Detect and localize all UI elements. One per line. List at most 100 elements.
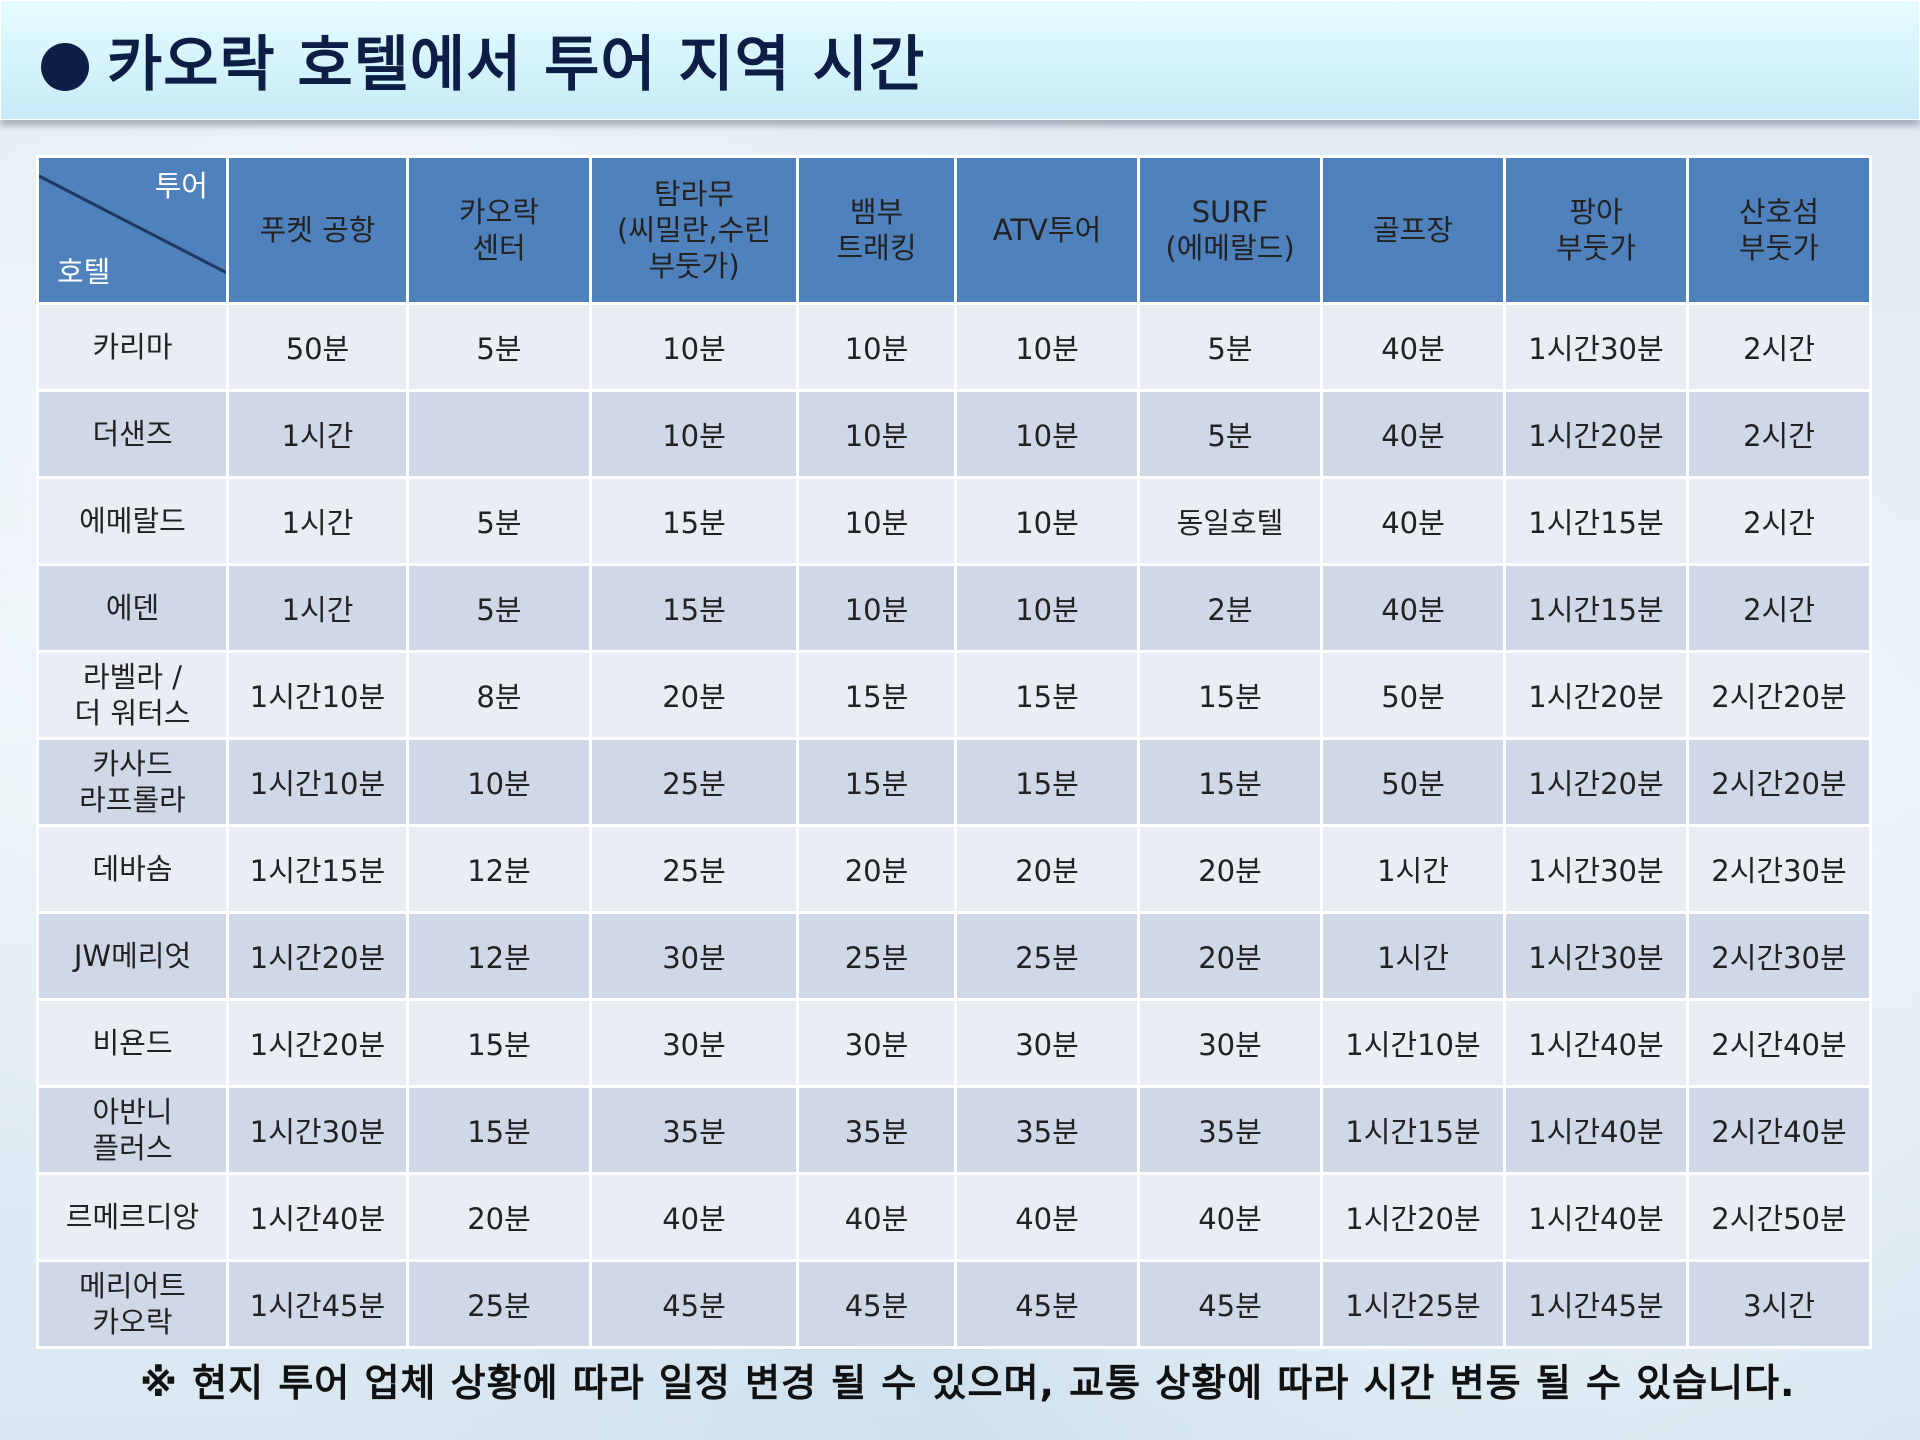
travel-time-cell: 10분 (954, 563, 1140, 653)
travel-time-cell: 1시간40분 (1503, 1085, 1689, 1175)
travel-time-cell: 2시간 (1686, 389, 1872, 479)
travel-time-cell: 10분 (954, 302, 1140, 392)
travel-time-cell: 10분 (796, 302, 957, 392)
travel-time-cell: 10분 (954, 476, 1140, 566)
travel-time-cell: 1시간 (1320, 911, 1506, 1001)
travel-time-table: 투어 호텔 푸켓 공항 카오락 센터 탐라무 (씨밀란,수린 부둣가) 뱀부 트래킹 A… (36, 155, 1872, 1349)
travel-time-cell: 2시간40분 (1686, 998, 1872, 1088)
travel-time-cell: 20분 (796, 824, 957, 914)
travel-time-cell: 45분 (954, 1259, 1140, 1349)
travel-time-cell: 50분 (226, 302, 409, 392)
travel-time-cell: 25분 (589, 737, 799, 827)
travel-time-cell: 2시간20분 (1686, 650, 1872, 740)
travel-time-cell: 15분 (954, 650, 1140, 740)
column-header: SURF (에메랄드) (1137, 155, 1323, 305)
hotel-name-cell: 카리마 (36, 302, 229, 392)
travel-time-cell: 1시간30분 (1503, 911, 1689, 1001)
travel-time-cell: 40분 (1320, 476, 1506, 566)
travel-time-cell: 5분 (1137, 389, 1323, 479)
travel-time-cell: 8분 (406, 650, 592, 740)
bullet-icon (41, 43, 89, 91)
table-body: 카리마 50분 5분 10분 10분 10분 5분 40분 1시간30분 2시간 더샌즈 1시간 10분… (36, 302, 1872, 1349)
hotel-name-cell: 에메랄드 (36, 476, 229, 566)
travel-time-cell: 5분 (406, 563, 592, 653)
travel-time-cell: 40분 (1137, 1172, 1323, 1262)
hotel-name-cell: 아반니 플러스 (36, 1085, 229, 1175)
travel-time-cell: 10분 (796, 563, 957, 653)
travel-time-cell: 5분 (406, 302, 592, 392)
travel-time-cell: 20분 (406, 1172, 592, 1262)
table-row: 라벨라 / 더 워터스 1시간10분 8분 20분 15분 15분 15분 50분 1시간20분… (36, 650, 1872, 740)
travel-time-cell: 20분 (954, 824, 1140, 914)
travel-time-cell: 15분 (589, 476, 799, 566)
hotel-name-cell: 비욘드 (36, 998, 229, 1088)
travel-time-cell: 35분 (796, 1085, 957, 1175)
travel-time-cell: 30분 (589, 998, 799, 1088)
travel-time-cell: 12분 (406, 824, 592, 914)
travel-time-cell: 25분 (796, 911, 957, 1001)
travel-time-cell: 1시간40분 (1503, 1172, 1689, 1262)
travel-time-cell: 15분 (589, 563, 799, 653)
travel-time-cell: 5분 (1137, 302, 1323, 392)
hotel-name-cell: JW메리엇 (36, 911, 229, 1001)
travel-time-cell: 15분 (796, 650, 957, 740)
travel-time-cell: 1시간40분 (1503, 998, 1689, 1088)
travel-time-cell: 40분 (589, 1172, 799, 1262)
column-header: 팡아 부둣가 (1503, 155, 1689, 305)
corner-header-cell: 투어 호텔 (36, 155, 229, 305)
page-title: 카오락 호텔에서 투어 지역 시간 (107, 30, 926, 100)
travel-time-cell: 동일호텔 (1137, 476, 1323, 566)
travel-time-cell: 1시간45분 (1503, 1259, 1689, 1349)
travel-time-cell: 45분 (589, 1259, 799, 1349)
travel-time-cell: 45분 (1137, 1259, 1323, 1349)
travel-time-cell: 2분 (1137, 563, 1323, 653)
travel-time-cell: 15분 (406, 998, 592, 1088)
table-row: JW메리엇 1시간20분 12분 30분 25분 25분 20분 1시간 1시간30분 2시간30… (36, 911, 1872, 1001)
header-row: 투어 호텔 푸켓 공항 카오락 센터 탐라무 (씨밀란,수린 부둣가) 뱀부 트래킹 A… (36, 155, 1872, 305)
table-row: 르메르디앙 1시간40분 20분 40분 40분 40분 40분 1시간20분 1시간40분 2시… (36, 1172, 1872, 1262)
travel-time-cell: 1시간 (1320, 824, 1506, 914)
travel-time-cell: 1시간10분 (226, 650, 409, 740)
travel-time-cell: 10분 (589, 389, 799, 479)
column-header: ATV투어 (954, 155, 1140, 305)
hotel-name-cell: 르메르디앙 (36, 1172, 229, 1262)
hotel-name-cell: 더샌즈 (36, 389, 229, 479)
travel-time-cell: 1시간10분 (1320, 998, 1506, 1088)
travel-time-cell: 1시간20분 (1503, 737, 1689, 827)
travel-time-cell: 25분 (954, 911, 1140, 1001)
travel-time-cell: 1시간15분 (1503, 476, 1689, 566)
travel-time-cell: 35분 (1137, 1085, 1323, 1175)
travel-time-cell: 25분 (589, 824, 799, 914)
table-row: 에메랄드 1시간 5분 15분 10분 10분 동일호텔 40분 1시간15분 2시간 (36, 476, 1872, 566)
travel-time-cell: 1시간15분 (226, 824, 409, 914)
travel-time-cell: 30분 (589, 911, 799, 1001)
travel-time-cell: 30분 (1137, 998, 1323, 1088)
travel-time-cell: 20분 (589, 650, 799, 740)
travel-time-cell: 10분 (406, 737, 592, 827)
travel-time-cell: 1시간30분 (1503, 302, 1689, 392)
travel-time-cell: 1시간20분 (1503, 650, 1689, 740)
hotel-name-cell: 카사드 라프롤라 (36, 737, 229, 827)
travel-time-cell: 35분 (954, 1085, 1140, 1175)
travel-time-cell: 2시간 (1686, 302, 1872, 392)
travel-time-cell: 1시간25분 (1320, 1259, 1506, 1349)
travel-time-cell: 20분 (1137, 824, 1323, 914)
travel-time-cell: 1시간 (226, 476, 409, 566)
table-row: 에덴 1시간 5분 15분 10분 10분 2분 40분 1시간15분 2시간 (36, 563, 1872, 653)
travel-time-cell: 2시간50분 (1686, 1172, 1872, 1262)
travel-time-cell: 30분 (796, 998, 957, 1088)
column-header: 푸켓 공항 (226, 155, 409, 305)
table-row: 비욘드 1시간20분 15분 30분 30분 30분 30분 1시간10분 1시간40분 2시간4… (36, 998, 1872, 1088)
travel-time-cell: 1시간20분 (226, 911, 409, 1001)
column-header: 산호섬 부둣가 (1686, 155, 1872, 305)
travel-time-cell: 15분 (406, 1085, 592, 1175)
table-row: 데바솜 1시간15분 12분 25분 20분 20분 20분 1시간 1시간30분 2시간30분 (36, 824, 1872, 914)
table-row: 아반니 플러스 1시간30분 15분 35분 35분 35분 35분 1시간15분 1시간40분… (36, 1085, 1872, 1175)
travel-time-cell: 15분 (954, 737, 1140, 827)
travel-time-cell (406, 389, 592, 479)
travel-time-cell: 25분 (406, 1259, 592, 1349)
travel-time-cell: 15분 (1137, 650, 1323, 740)
hotel-name-cell: 에덴 (36, 563, 229, 653)
corner-label-tour: 투어 (154, 169, 208, 203)
travel-time-cell: 1시간30분 (226, 1085, 409, 1175)
